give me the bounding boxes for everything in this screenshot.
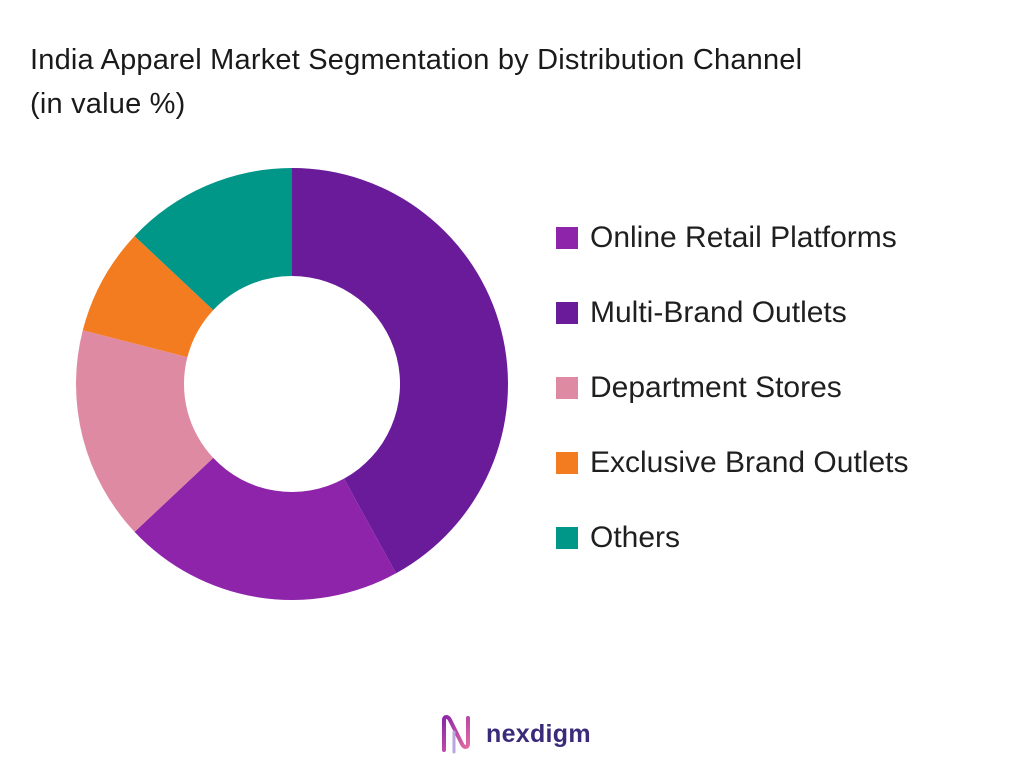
legend-swatch-others bbox=[556, 526, 578, 549]
donut-slice-multi-brand-outlets bbox=[292, 168, 508, 574]
chart-title: India Apparel Market Segmentation by Dis… bbox=[30, 38, 990, 126]
legend-item-department-stores: Department Stores bbox=[556, 350, 908, 425]
legend-swatch-department-stores bbox=[556, 376, 578, 399]
chart-title-line-1: India Apparel Market Segmentation by Dis… bbox=[30, 44, 803, 76]
nexdigm-logo: nexdigm bbox=[440, 714, 591, 754]
donut-slice-others bbox=[134, 168, 292, 311]
chart-title-line-2: (in value %) bbox=[30, 88, 186, 120]
legend-item-exclusive-brand-outlets: Exclusive Brand Outlets bbox=[556, 425, 908, 500]
legend-item-online-retail-platforms: Online Retail Platforms bbox=[556, 200, 908, 275]
legend-label-online-retail-platforms: Online Retail Platforms bbox=[590, 220, 897, 254]
legend-swatch-exclusive-brand-outlets bbox=[556, 451, 578, 474]
logo-text: nexdigm bbox=[486, 719, 591, 748]
legend-item-others: Others bbox=[556, 500, 908, 575]
donut-slice-online-retail-platforms bbox=[134, 457, 397, 600]
legend-swatch-multi-brand-outlets bbox=[556, 301, 578, 324]
legend-swatch-online-retail-platforms bbox=[556, 226, 578, 249]
legend-label-others: Others bbox=[590, 520, 681, 554]
nexdigm-logo-icon bbox=[442, 715, 470, 754]
legend-label-exclusive-brand-outlets: Exclusive Brand Outlets bbox=[590, 445, 909, 479]
legend-item-multi-brand-outlets: Multi-Brand Outlets bbox=[556, 275, 908, 350]
donut-slice-department-stores bbox=[76, 330, 214, 532]
legend-label-department-stores: Department Stores bbox=[590, 370, 842, 404]
donut-slice-exclusive-brand-outlets bbox=[82, 236, 214, 358]
chart-legend: Online Retail Platforms Multi-Brand Outle… bbox=[556, 200, 908, 575]
legend-label-multi-brand-outlets: Multi-Brand Outlets bbox=[590, 295, 847, 329]
